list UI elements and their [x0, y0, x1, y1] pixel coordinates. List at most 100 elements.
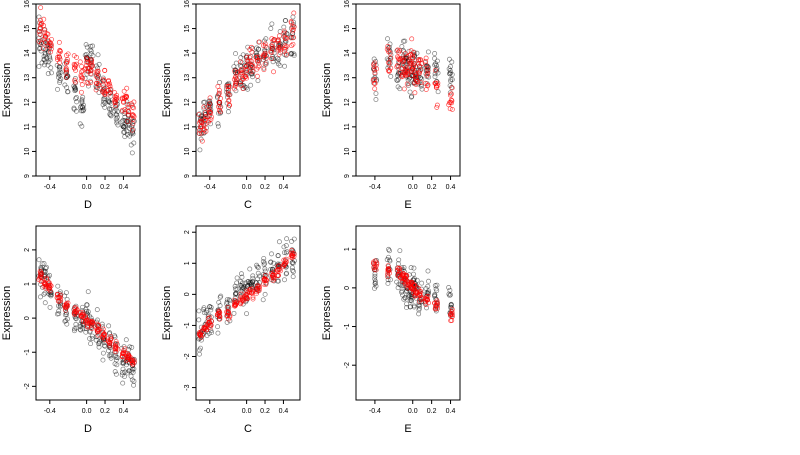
data-point [198, 345, 203, 351]
data-point [54, 311, 60, 317]
y-axis-title: Expression [321, 286, 333, 340]
data-point [417, 57, 423, 63]
data-point [399, 276, 405, 282]
data-point [418, 297, 424, 303]
data-point [290, 27, 296, 33]
y-tick-label: 15 [184, 25, 191, 33]
plot-frame [195, 3, 301, 177]
data-point [57, 64, 63, 70]
data-point [41, 27, 47, 33]
x-tick-label: 0.2 [427, 184, 437, 191]
data-point [42, 268, 48, 274]
data-point [79, 69, 85, 75]
data-point [131, 382, 137, 388]
data-point [238, 283, 244, 289]
data-point [395, 285, 401, 291]
data-point [275, 263, 281, 269]
data-point [399, 289, 405, 295]
data-point [271, 69, 276, 75]
data-point [208, 110, 214, 116]
data-point [372, 281, 378, 287]
data-point [125, 118, 131, 124]
y-tick-label: 12 [24, 98, 31, 106]
y-tick-label: 10 [344, 147, 351, 155]
data-point [78, 78, 84, 84]
data-point [37, 272, 43, 278]
data-point [48, 293, 54, 299]
data-point [45, 59, 51, 65]
data-point [433, 84, 439, 90]
data-point [84, 80, 90, 86]
data-point [247, 69, 253, 75]
data-point [237, 297, 243, 303]
data-point [448, 311, 454, 317]
data-point [372, 77, 378, 83]
data-point [387, 277, 393, 283]
data-point [78, 89, 84, 95]
data-point [395, 47, 401, 53]
data-point [250, 294, 256, 300]
data-point [36, 277, 42, 283]
y-tick-label: 2 [24, 248, 31, 252]
y-tick-label: 2 [184, 230, 191, 234]
data-point [423, 55, 429, 61]
data-point [275, 38, 281, 44]
data-point [113, 116, 119, 122]
data-point [276, 57, 282, 63]
data-point [231, 310, 237, 316]
data-point [388, 73, 394, 79]
data-point [78, 104, 84, 109]
data-point [244, 54, 250, 60]
data-point [72, 79, 78, 85]
data-point [399, 55, 405, 61]
data-point [115, 109, 121, 114]
data-point [101, 331, 107, 337]
x-tick-label: 0.4 [446, 184, 456, 191]
y-tick-label: 10 [184, 147, 191, 155]
data-point [55, 298, 61, 304]
data-point [57, 47, 63, 53]
data-point [113, 371, 119, 377]
data-point [63, 307, 69, 313]
data-point [370, 259, 376, 265]
data-point [56, 308, 62, 314]
data-point [197, 127, 203, 133]
data-point [88, 48, 94, 54]
data-point [290, 14, 296, 20]
data-point [260, 297, 266, 303]
data-point [42, 300, 48, 306]
data-point [275, 278, 281, 284]
data-point [411, 50, 416, 56]
data-point [386, 60, 392, 66]
data-point [255, 78, 261, 84]
data-point [449, 72, 455, 77]
data-point [448, 318, 454, 324]
data-point [425, 71, 431, 76]
data-point [261, 38, 267, 44]
data-point [36, 38, 42, 44]
data-point [120, 366, 126, 372]
data-point [45, 284, 51, 290]
data-point [129, 150, 135, 156]
data-point [395, 76, 401, 82]
data-point [262, 61, 268, 67]
data-point [289, 247, 295, 253]
data-point [216, 311, 222, 317]
data-point [244, 57, 250, 63]
data-point [234, 76, 239, 82]
data-point [120, 361, 126, 367]
data-point [201, 99, 207, 105]
data-point [404, 301, 410, 307]
data-point [268, 43, 274, 49]
data-point [119, 107, 125, 113]
data-point [409, 36, 415, 42]
data-point [123, 358, 129, 364]
data-point [201, 305, 207, 311]
data-point [411, 61, 417, 67]
data-point [45, 275, 51, 281]
data-point [85, 289, 91, 295]
y-tick-label: 14 [24, 49, 31, 57]
data-point [218, 95, 223, 101]
data-point [130, 104, 136, 110]
